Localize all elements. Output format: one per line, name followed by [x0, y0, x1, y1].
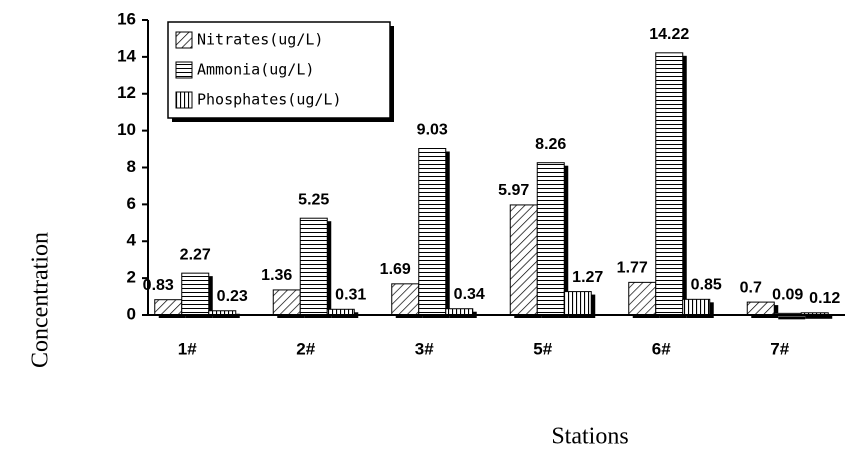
bar [628, 281, 657, 316]
x-tick-label: 3# [415, 339, 434, 358]
y-tick-label: 12 [117, 83, 136, 102]
bar-shadow [778, 316, 806, 320]
data-label: 1.36 [261, 267, 292, 284]
bar [391, 283, 420, 316]
data-label: 0.85 [691, 277, 722, 294]
x-tick-label: 7# [770, 339, 789, 358]
legend: Nitrates(ug/L) Ammonia(ug/L) Phosphates(ug… [167, 21, 394, 122]
bar [655, 52, 684, 316]
data-label: 9.03 [417, 122, 448, 139]
x-axis-title: Stations [551, 424, 628, 450]
legend-label: Phosphates(ug/L) [197, 91, 342, 109]
y-tick-label: 14 [117, 46, 136, 65]
data-label: 5.25 [298, 191, 329, 208]
x-tick-label: 1# [178, 339, 197, 358]
data-label: 1.27 [572, 269, 603, 286]
x-tick-label: 2# [296, 339, 315, 358]
bar [746, 301, 775, 316]
data-label: 0.34 [454, 286, 485, 303]
bar [536, 162, 565, 316]
y-tick-label: 6 [127, 194, 136, 213]
data-label: 2.27 [180, 246, 211, 263]
y-tick-label: 4 [127, 231, 137, 250]
data-label: 0.7 [740, 279, 762, 296]
y-axis-title: Concentration [28, 232, 54, 368]
bar [299, 217, 328, 316]
y-tick-label: 2 [127, 268, 136, 287]
data-label: 0.23 [217, 288, 248, 305]
legend-label: Nitrates(ug/L) [197, 31, 323, 49]
legend-swatch [175, 31, 193, 49]
data-label: 1.77 [617, 260, 648, 277]
bar [181, 272, 210, 316]
bar [272, 289, 301, 316]
data-label: 14.22 [649, 26, 689, 43]
x-tick-label: 6# [652, 339, 671, 358]
bar [563, 291, 592, 316]
legend-label: Ammonia(ug/L) [197, 61, 314, 79]
y-tick-label: 0 [127, 304, 136, 323]
data-label: 8.26 [535, 136, 566, 153]
bar [682, 298, 711, 316]
bar [154, 299, 183, 316]
legend-box [167, 21, 391, 119]
data-label: 0.31 [335, 287, 366, 304]
y-tick-label: 10 [117, 120, 136, 139]
bar [418, 148, 447, 316]
data-label: 1.69 [380, 261, 411, 278]
data-label: 0.12 [809, 290, 840, 307]
bar [509, 204, 538, 316]
data-label: 5.97 [498, 182, 529, 199]
x-tick-label: 5# [533, 339, 552, 358]
legend-swatch [175, 61, 193, 79]
legend-swatch [175, 91, 193, 109]
y-tick-label: 16 [117, 9, 136, 28]
y-tick-label: 8 [127, 157, 136, 176]
data-label: 0.83 [143, 277, 174, 294]
data-label: 0.09 [772, 287, 803, 304]
bar-shadow [805, 315, 833, 319]
